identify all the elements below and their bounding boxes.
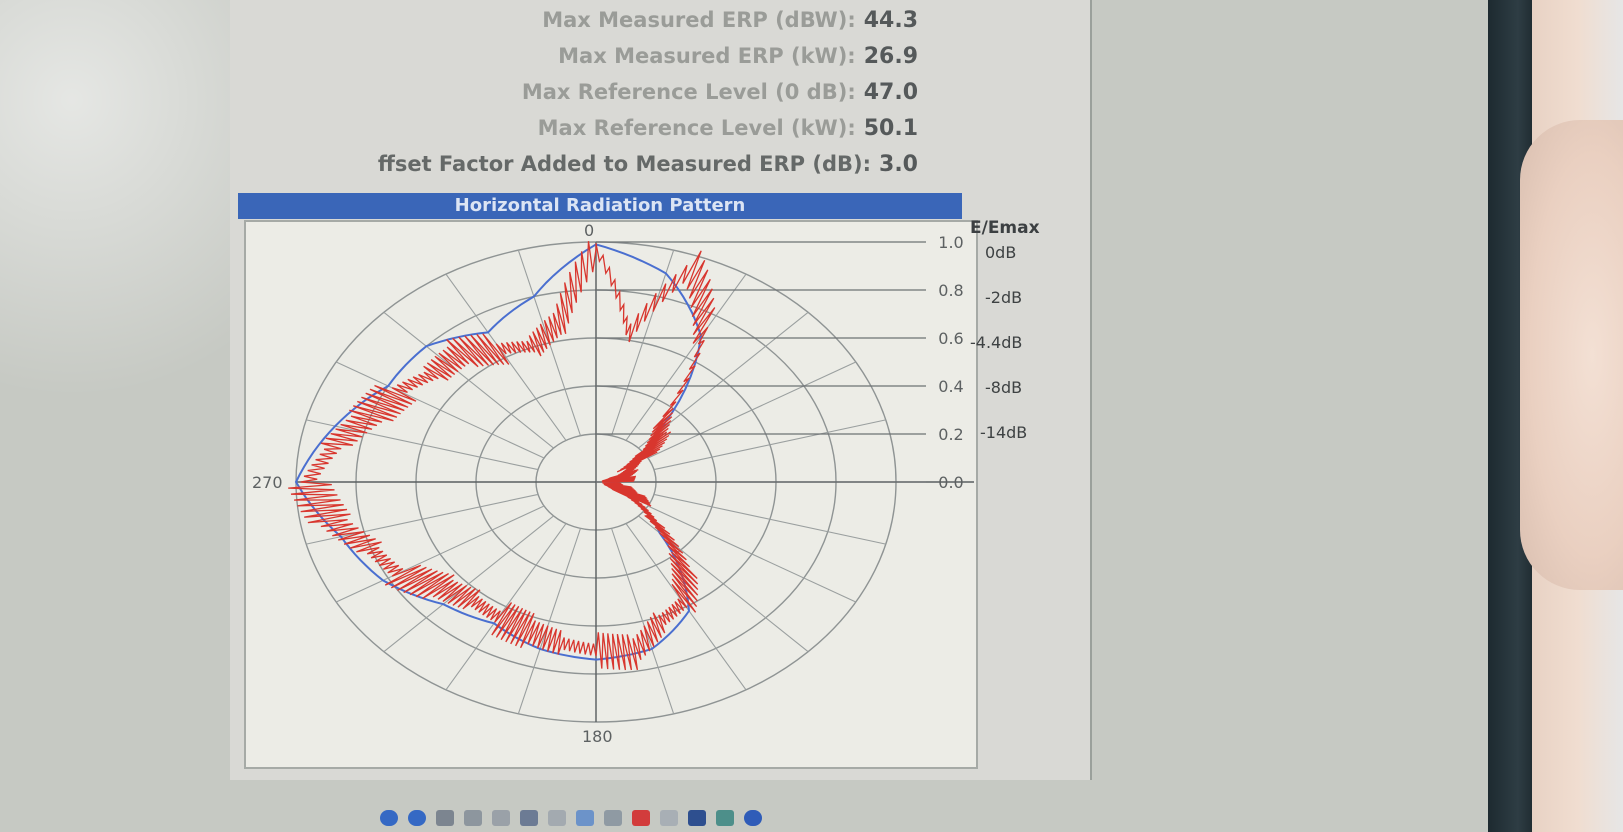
polar-chart: 1.0 0.8 0.6 0.4 0.2 0.0 0 270 180 [252, 221, 974, 746]
series-line-1 [288, 241, 716, 671]
db-label-4: -14dB [980, 423, 1028, 442]
grid-spoke-240 [335, 505, 545, 603]
db-label-1: -2dB [985, 288, 1023, 307]
tick-label-4: 0.2 [938, 425, 963, 444]
grid-spoke-225 [383, 515, 554, 653]
tick-label-5: 0.0 [938, 473, 963, 492]
tick-label-3: 0.4 [938, 377, 963, 396]
grid-spoke-75 [653, 419, 886, 471]
chart-title-bar: Horizontal Radiation Pattern [238, 193, 962, 219]
db-label-2: -4.4dB [970, 333, 1023, 352]
thumb [1520, 120, 1623, 590]
grid-spoke-300 [335, 361, 545, 459]
grid-spoke-285 [306, 419, 539, 471]
copy-icon[interactable] [660, 810, 678, 826]
zoom-out-icon[interactable] [436, 810, 454, 826]
fit-icon[interactable] [492, 810, 510, 826]
polar-labels: 1.0 0.8 0.6 0.4 0.2 0.0 0 270 180 [252, 221, 964, 746]
help-icon[interactable] [744, 810, 762, 826]
angle-label-180: 180 [582, 727, 613, 746]
stat-max-reference-level-db: Max Reference Level (0 dB): 47.0 [521, 80, 918, 105]
close-icon[interactable] [632, 810, 650, 826]
stat-offset-factor: ffset Factor Added to Measured ERP (dB):… [377, 152, 918, 177]
back-icon[interactable] [380, 810, 398, 826]
stat-max-reference-level-kw: Max Reference Level (kW): 50.1 [537, 116, 918, 141]
print-icon[interactable] [520, 810, 538, 826]
angle-label-0: 0 [584, 221, 594, 240]
polar-grid [295, 241, 974, 723]
grid-spoke-105 [653, 493, 886, 545]
grid-spoke-165 [611, 528, 675, 714]
db-label-0: 0dB [985, 243, 1017, 262]
zoom-in-icon[interactable] [464, 810, 482, 826]
bottom-toolbar [380, 810, 762, 832]
scale-header: E/Emax [970, 218, 1040, 238]
tick-label-1: 0.8 [938, 281, 963, 300]
grid-spoke-255 [306, 493, 539, 545]
tick-label-2: 0.6 [938, 329, 963, 348]
refresh-icon[interactable] [576, 810, 594, 826]
grid-spoke-30 [625, 273, 747, 441]
tick-label-0: 1.0 [938, 233, 963, 252]
page-icon[interactable] [548, 810, 566, 826]
polar-series [288, 241, 716, 671]
grid-spoke-45 [638, 311, 809, 449]
grid-spoke-315 [383, 311, 554, 449]
db-label-3: -8dB [985, 378, 1023, 397]
grid-spoke-210 [445, 523, 567, 691]
grid-spoke-120 [647, 505, 857, 603]
save-icon[interactable] [688, 810, 706, 826]
grid-spoke-195 [517, 528, 581, 714]
grid-spoke-60 [647, 361, 857, 459]
chart-frame [244, 220, 978, 769]
stat-max-measured-erp-dbw: Max Measured ERP (dBW): 44.3 [542, 8, 918, 33]
grid-spoke-330 [445, 273, 567, 441]
forward-icon[interactable] [408, 810, 426, 826]
export-icon[interactable] [716, 810, 734, 826]
grid-spoke-15 [611, 250, 675, 436]
angle-label-270: 270 [252, 473, 283, 492]
settings-icon[interactable] [604, 810, 622, 826]
stat-max-measured-erp-kw: Max Measured ERP (kW): 26.9 [558, 44, 918, 69]
